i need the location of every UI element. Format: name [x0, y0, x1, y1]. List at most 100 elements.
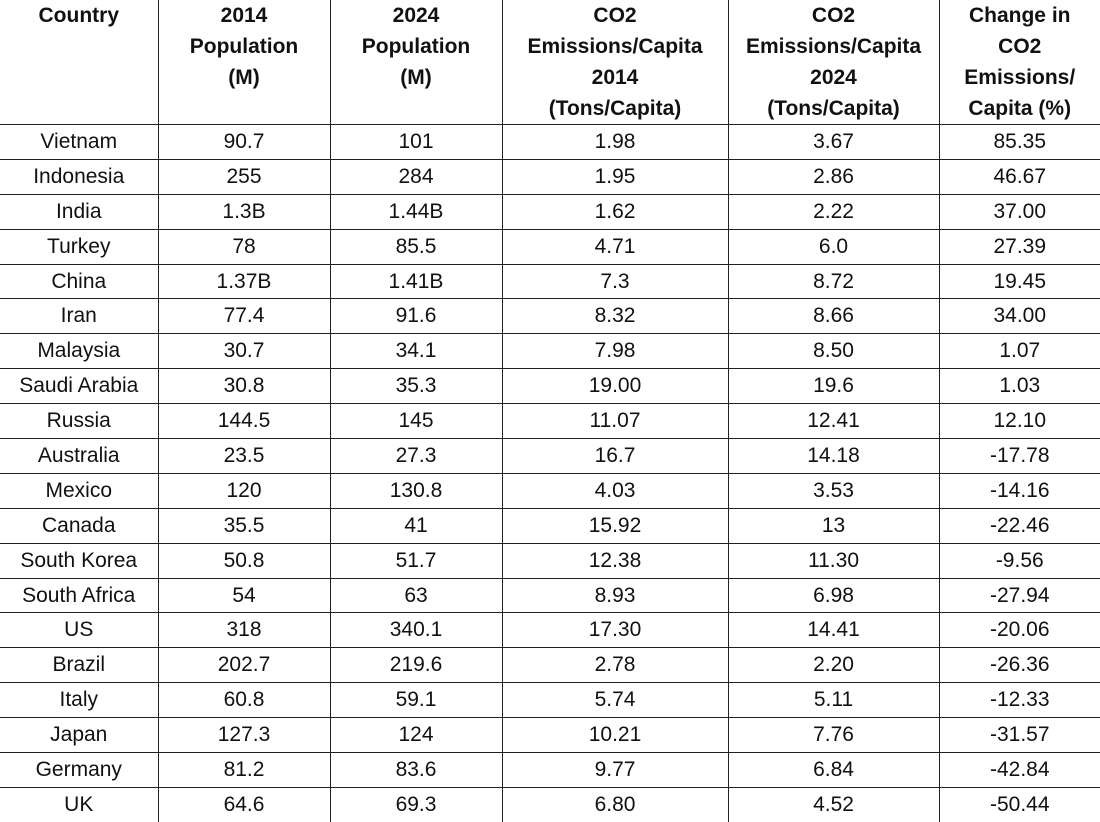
co2-2014-cell: 12.38 — [502, 543, 728, 578]
population-2024-cell: 63 — [330, 578, 502, 613]
population-2014-cell: 1.37B — [158, 264, 330, 299]
co2-2014-cell: 16.7 — [502, 439, 728, 474]
population-2024-cell: 27.3 — [330, 439, 502, 474]
change-pct-cell: -14.16 — [939, 473, 1100, 508]
change-pct-cell: 1.03 — [939, 369, 1100, 404]
change-pct-cell: 12.10 — [939, 404, 1100, 439]
change-pct-cell: -20.06 — [939, 613, 1100, 648]
population-2014-cell: 50.8 — [158, 543, 330, 578]
co2-2024-cell: 13 — [728, 508, 939, 543]
co2-2024-cell: 11.30 — [728, 543, 939, 578]
change-pct-cell: -27.94 — [939, 578, 1100, 613]
co2-2024-cell: 2.20 — [728, 648, 939, 683]
country-cell: Brazil — [0, 648, 158, 683]
population-2014-cell: 127.3 — [158, 718, 330, 753]
header-line: Emissions/Capita — [729, 31, 939, 62]
co2-2024-cell: 2.22 — [728, 194, 939, 229]
co2-2014-cell: 8.32 — [502, 299, 728, 334]
change-pct-cell: 46.67 — [939, 159, 1100, 194]
population-2014-cell: 64.6 — [158, 787, 330, 821]
header-line: Change in — [940, 0, 1100, 31]
country-cell: Iran — [0, 299, 158, 334]
population-2014-cell: 1.3B — [158, 194, 330, 229]
co2-2024-cell: 3.67 — [728, 125, 939, 160]
co2-2024-cell: 6.98 — [728, 578, 939, 613]
population-2024-cell: 69.3 — [330, 787, 502, 821]
change-pct-cell: -9.56 — [939, 543, 1100, 578]
header-line: (Tons/Capita) — [729, 93, 939, 124]
change-pct-cell: -31.57 — [939, 718, 1100, 753]
co2-2024-cell: 6.0 — [728, 229, 939, 264]
country-cell: Indonesia — [0, 159, 158, 194]
change-pct-cell: -12.33 — [939, 683, 1100, 718]
co2-2014-cell: 1.95 — [502, 159, 728, 194]
co2-2014-cell: 11.07 — [502, 404, 728, 439]
country-cell: Japan — [0, 718, 158, 753]
co2-2014-cell: 19.00 — [502, 369, 728, 404]
population-2014-cell: 318 — [158, 613, 330, 648]
co2-2024-cell: 6.84 — [728, 753, 939, 788]
country-cell: Germany — [0, 753, 158, 788]
population-2014-cell: 60.8 — [158, 683, 330, 718]
co2-2024-cell: 2.86 — [728, 159, 939, 194]
population-2024-cell: 35.3 — [330, 369, 502, 404]
country-cell: Mexico — [0, 473, 158, 508]
change-pct-cell: 19.45 — [939, 264, 1100, 299]
change-pct-cell: -22.46 — [939, 508, 1100, 543]
population-2024-cell: 91.6 — [330, 299, 502, 334]
change-pct-cell: -42.84 — [939, 753, 1100, 788]
country-cell: Saudi Arabia — [0, 369, 158, 404]
header-line: 2014 — [503, 62, 728, 93]
population-2014-cell: 30.8 — [158, 369, 330, 404]
co2-2014-cell: 1.98 — [502, 125, 728, 160]
co2-2024-cell: 14.41 — [728, 613, 939, 648]
co2-2014-cell: 4.71 — [502, 229, 728, 264]
header-line: 2024 — [729, 62, 939, 93]
co2-2014-cell: 4.03 — [502, 473, 728, 508]
population-2014-cell: 54 — [158, 578, 330, 613]
population-2024-cell: 41 — [330, 508, 502, 543]
country-cell: Canada — [0, 508, 158, 543]
population-2024-cell: 83.6 — [330, 753, 502, 788]
change-pct-cell: -26.36 — [939, 648, 1100, 683]
co2-2024-cell: 7.76 — [728, 718, 939, 753]
population-2024-cell: 145 — [330, 404, 502, 439]
co2-2014-cell: 2.78 — [502, 648, 728, 683]
co2-2014-cell: 7.3 — [502, 264, 728, 299]
co2-2014-cell: 9.77 — [502, 753, 728, 788]
header-line: Emissions/Capita — [503, 31, 728, 62]
country-cell: South Korea — [0, 543, 158, 578]
change-pct-cell: 27.39 — [939, 229, 1100, 264]
header-line: CO2 — [503, 0, 728, 31]
population-2014-cell: 23.5 — [158, 439, 330, 474]
country-cell: Malaysia — [0, 334, 158, 369]
co2-2024-cell: 14.18 — [728, 439, 939, 474]
country-cell: Russia — [0, 404, 158, 439]
population-2014-cell: 255 — [158, 159, 330, 194]
population-2024-cell: 284 — [330, 159, 502, 194]
population-2024-cell: 51.7 — [330, 543, 502, 578]
co2-2014-cell: 17.30 — [502, 613, 728, 648]
population-2024-cell: 101 — [330, 125, 502, 160]
population-2024-cell: 124 — [330, 718, 502, 753]
co2-2024-cell: 8.72 — [728, 264, 939, 299]
co2-2014-cell: 5.74 — [502, 683, 728, 718]
